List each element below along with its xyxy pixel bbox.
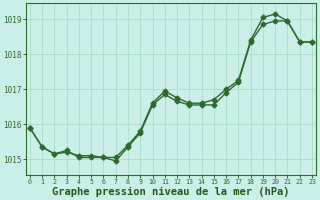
X-axis label: Graphe pression niveau de la mer (hPa): Graphe pression niveau de la mer (hPa) <box>52 186 290 197</box>
